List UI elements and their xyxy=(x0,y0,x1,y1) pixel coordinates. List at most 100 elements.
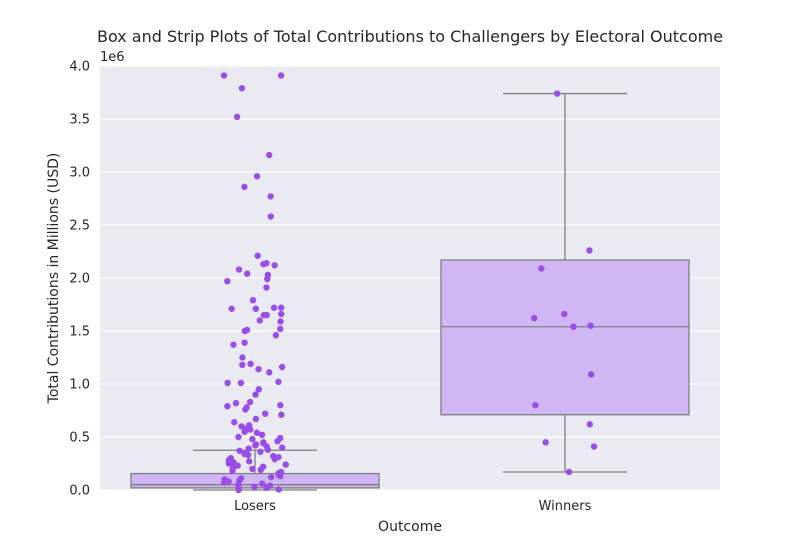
data-point xyxy=(278,363,286,371)
data-point xyxy=(271,262,278,269)
y-offset-text: 1e6 xyxy=(100,50,125,65)
data-point xyxy=(246,458,253,465)
points-losers xyxy=(220,72,289,494)
data-point xyxy=(252,391,259,398)
y-tick-label: 0.0 xyxy=(69,484,90,499)
chart-title: Box and Strip Plots of Total Contributio… xyxy=(97,27,723,46)
data-point xyxy=(235,433,242,441)
data-point xyxy=(263,484,270,492)
data-point xyxy=(241,183,248,191)
data-point xyxy=(587,371,595,378)
data-point xyxy=(266,151,273,159)
data-point xyxy=(258,431,266,439)
data-point xyxy=(274,438,281,445)
data-point xyxy=(252,442,259,449)
data-point xyxy=(264,446,272,453)
data-point xyxy=(235,486,242,494)
data-point xyxy=(561,310,568,318)
x-tick-label: Losers xyxy=(234,499,276,514)
data-point xyxy=(267,213,275,220)
data-point xyxy=(224,277,231,285)
data-point xyxy=(251,483,258,491)
iqr-box xyxy=(440,259,690,416)
data-point xyxy=(553,90,561,97)
data-point xyxy=(230,341,237,348)
x-tick-label: Winners xyxy=(539,499,592,514)
y-tick-label: 2.0 xyxy=(69,272,90,287)
data-point xyxy=(224,403,231,410)
data-point xyxy=(271,456,278,463)
data-point xyxy=(247,426,254,433)
data-point xyxy=(260,261,267,268)
data-point xyxy=(238,85,246,92)
data-point xyxy=(249,465,256,472)
data-point xyxy=(282,461,289,468)
data-point xyxy=(277,402,284,409)
data-point xyxy=(233,113,241,121)
data-point xyxy=(241,327,248,335)
data-point xyxy=(254,252,261,259)
data-point xyxy=(565,468,573,476)
data-point xyxy=(244,270,251,277)
x-axis-label: Outcome xyxy=(378,519,442,535)
points-winners xyxy=(530,90,598,476)
y-tick-label: 1.0 xyxy=(69,378,90,393)
data-point xyxy=(267,193,274,200)
data-point xyxy=(246,398,254,406)
boxes xyxy=(130,92,690,491)
data-point xyxy=(257,466,264,474)
data-point xyxy=(586,421,594,428)
data-point xyxy=(277,473,284,480)
data-point xyxy=(257,448,264,456)
data-point xyxy=(255,386,262,393)
data-point xyxy=(255,365,262,373)
data-point xyxy=(229,467,236,475)
data-point xyxy=(275,486,282,493)
y-tick-label: 3.5 xyxy=(69,113,90,128)
data-point xyxy=(239,361,246,369)
y-tick-label: 1.5 xyxy=(69,325,90,340)
data-point xyxy=(241,339,248,346)
data-point xyxy=(272,332,280,339)
data-point xyxy=(270,304,278,311)
data-point xyxy=(249,297,257,304)
data-point xyxy=(235,266,243,273)
data-point xyxy=(277,318,284,325)
box-winners xyxy=(440,92,690,473)
data-point xyxy=(279,444,286,451)
strip-points xyxy=(220,72,598,494)
data-point xyxy=(220,479,228,486)
data-point xyxy=(224,379,231,387)
data-point xyxy=(247,360,254,368)
data-point xyxy=(239,354,246,361)
data-point xyxy=(237,379,245,387)
data-point xyxy=(259,480,266,487)
data-point xyxy=(253,429,261,436)
data-point xyxy=(532,402,539,409)
data-point xyxy=(263,284,270,291)
data-point xyxy=(266,369,273,376)
data-point xyxy=(242,406,249,413)
data-point xyxy=(256,317,264,324)
data-point xyxy=(267,474,275,481)
y-tick-label: 3.0 xyxy=(69,166,90,181)
data-point xyxy=(590,443,598,450)
data-point xyxy=(587,322,594,329)
y-tick-label: 4.0 xyxy=(69,60,90,75)
data-point xyxy=(278,310,285,318)
y-tick-label: 0.5 xyxy=(69,431,90,446)
data-point xyxy=(236,447,243,454)
data-point xyxy=(538,265,545,272)
data-point xyxy=(586,247,593,254)
data-point xyxy=(261,410,269,417)
y-tick-label: 2.5 xyxy=(69,219,90,234)
data-point xyxy=(228,305,235,312)
data-point xyxy=(275,378,282,386)
data-point xyxy=(232,399,240,407)
data-point xyxy=(277,304,285,311)
data-point xyxy=(570,323,577,330)
data-point xyxy=(252,305,260,312)
data-point xyxy=(542,439,549,446)
data-point xyxy=(241,428,248,435)
